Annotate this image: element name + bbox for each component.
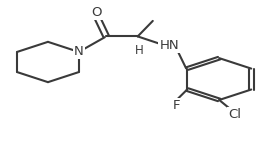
- Text: O: O: [91, 6, 102, 19]
- Text: Cl: Cl: [228, 108, 241, 121]
- Text: H: H: [135, 44, 144, 57]
- Text: F: F: [172, 99, 180, 111]
- Text: N: N: [74, 45, 84, 58]
- Text: HN: HN: [159, 39, 179, 52]
